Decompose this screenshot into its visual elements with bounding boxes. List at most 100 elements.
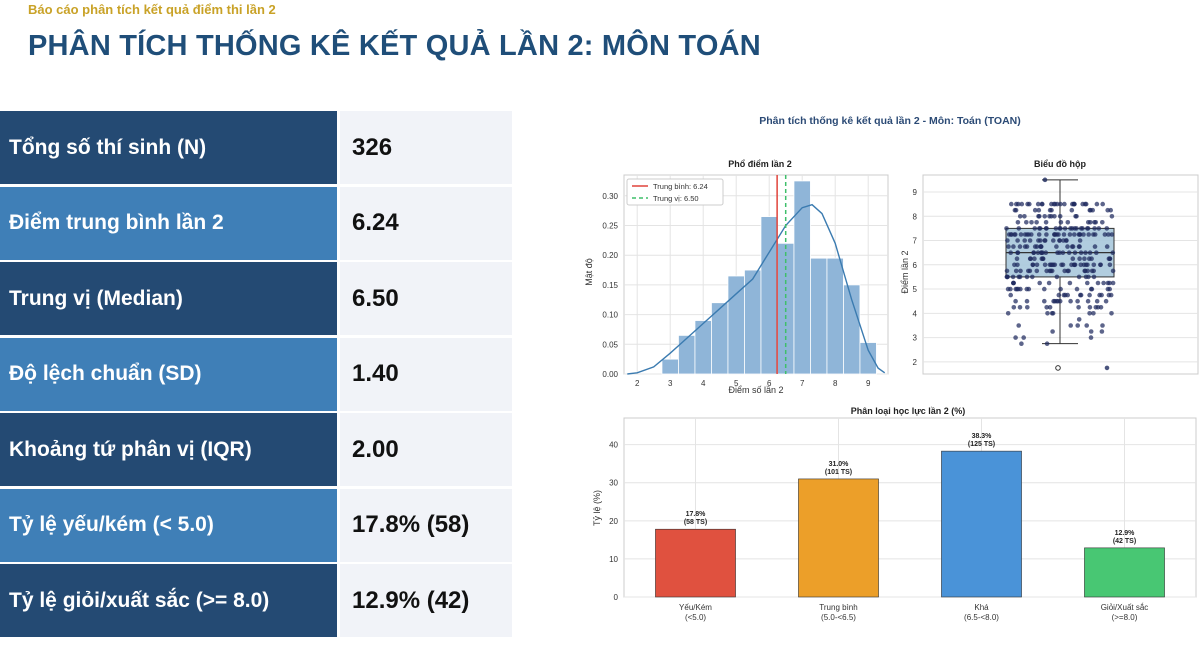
box-data-point (1022, 232, 1028, 237)
cat-bar (655, 528, 736, 598)
box-data-point (1088, 335, 1094, 340)
box-data-point (1016, 201, 1021, 207)
box-data-point (1062, 226, 1068, 231)
box-data-point (1005, 238, 1010, 243)
box-data-point (1024, 274, 1030, 280)
box-data-point (1019, 341, 1024, 346)
box-data-point (1043, 220, 1049, 225)
box-data-point (1036, 214, 1041, 219)
box-data-point (1016, 323, 1021, 328)
box-data-point (1104, 244, 1110, 249)
cat-ylabel: Tỷ lệ (%) (592, 490, 602, 526)
box-data-point (1085, 226, 1090, 231)
box-data-point (1076, 274, 1082, 280)
box-data-point (1092, 244, 1098, 249)
stat-label: Khoảng tứ phân vị (IQR) (0, 413, 337, 486)
box-data-point (1087, 311, 1092, 316)
box-data-point (1005, 286, 1011, 292)
cat-xtick-range: (<5.0) (685, 613, 706, 622)
box-data-point (1064, 238, 1069, 243)
box-data-point (1087, 292, 1092, 298)
box-data-point (1110, 250, 1116, 255)
box-data-point (1038, 244, 1044, 249)
stat-value: 1.40 (337, 337, 512, 411)
box-data-point (1069, 207, 1075, 213)
charts-figure: Phân tích thống kê kết quả lần 2 - Môn: … (560, 100, 1200, 644)
box-data-point (1085, 298, 1091, 304)
box-data-point (1016, 226, 1022, 231)
box-data-point (1049, 262, 1055, 268)
cat-xtick-label: Yếu/Kém (679, 603, 712, 612)
box-data-point (1099, 329, 1105, 334)
box-data-point (1077, 256, 1082, 261)
stat-row-total: Tổng số thí sinh (N) 326 (0, 111, 512, 184)
box-data-point (1024, 220, 1029, 225)
box-data-point (1091, 274, 1097, 280)
box-data-point (1100, 323, 1105, 328)
box-data-point (1087, 207, 1093, 213)
box-data-point (1107, 280, 1112, 286)
cat-ytick-label: 10 (609, 555, 618, 564)
box-data-point (1073, 214, 1078, 219)
box-data-point (1068, 323, 1073, 328)
box-data-point (1034, 244, 1040, 249)
box-data-point (1066, 268, 1071, 274)
hist-ytick-label: 0.25 (602, 221, 618, 230)
box-data-point (1027, 256, 1033, 261)
box-data-point (1015, 286, 1021, 292)
box-data-point (1062, 201, 1067, 207)
box-data-point (1054, 274, 1060, 280)
box-outlier-marker (1055, 365, 1061, 371)
box-data-point (1013, 335, 1018, 340)
box-data-point (1046, 280, 1052, 286)
box-data-point (1055, 298, 1061, 304)
cat-value-label: 31.0% (829, 461, 850, 468)
box-data-point (1034, 220, 1039, 225)
box-data-point (1042, 177, 1048, 183)
box-data-point (1018, 232, 1024, 237)
box-data-point (1042, 262, 1048, 268)
hist-bar (760, 216, 778, 375)
box-data-point (1075, 323, 1080, 328)
box-data-point (1008, 292, 1013, 298)
box-data-point (1069, 244, 1075, 249)
box-data-point (1109, 232, 1115, 237)
box-data-point (1013, 268, 1019, 274)
stat-row-excellent-rate: Tỷ lệ giỏi/xuất sắc (>= 8.0) 12.9% (42) (0, 564, 512, 637)
box-data-point (1017, 274, 1023, 280)
box-data-point (1017, 214, 1023, 219)
box-data-point (1076, 317, 1082, 322)
box-data-point (1061, 232, 1067, 237)
box-data-point (1030, 274, 1035, 280)
box-data-point (1021, 335, 1026, 340)
hist-ytick-label: 0.15 (602, 281, 618, 290)
box-data-point (1047, 207, 1053, 213)
box-data-point (1051, 238, 1056, 243)
box-data-point (1065, 292, 1070, 298)
hist-legend-box (626, 178, 724, 206)
box-data-point (1044, 232, 1049, 237)
hist-xtick-label: 3 (668, 379, 673, 388)
box-data-point (1045, 311, 1050, 316)
box-data-point (1083, 262, 1089, 268)
box-data-point (1052, 232, 1057, 237)
box-data-point (1085, 280, 1090, 286)
box-data-point (1087, 250, 1093, 255)
box-ytick-label: 2 (913, 358, 918, 367)
box-data-point (1037, 226, 1042, 231)
box-data-point (1109, 311, 1114, 316)
box-data-point (1106, 232, 1111, 237)
hist-legend-mean-label: Trung bình: 6.24 (653, 182, 708, 191)
stat-label: Trung vị (Median) (0, 262, 337, 335)
hist-xtick-label: 8 (833, 379, 838, 388)
box-data-point (1032, 226, 1038, 231)
hist-ylabel: Mật độ (584, 258, 594, 286)
box-data-point (1056, 232, 1061, 237)
histogram-panel: Phổ điểm lần 2 Điểm số lần 2 Mật độ 2 3 4 5… (584, 159, 889, 395)
category-panel: Phân loại học lực lần 2 (%) Tỷ lệ (%) 0 1… (592, 406, 1197, 622)
charts-svg: Phân tích thống kê kết quả lần 2 - Môn: … (584, 115, 1199, 622)
cat-ytick-label: 20 (609, 517, 618, 526)
box-data-point (1104, 365, 1110, 371)
box-ytick-label: 3 (913, 334, 918, 343)
cat-title: Phân loại học lực lần 2 (%) (851, 406, 966, 416)
